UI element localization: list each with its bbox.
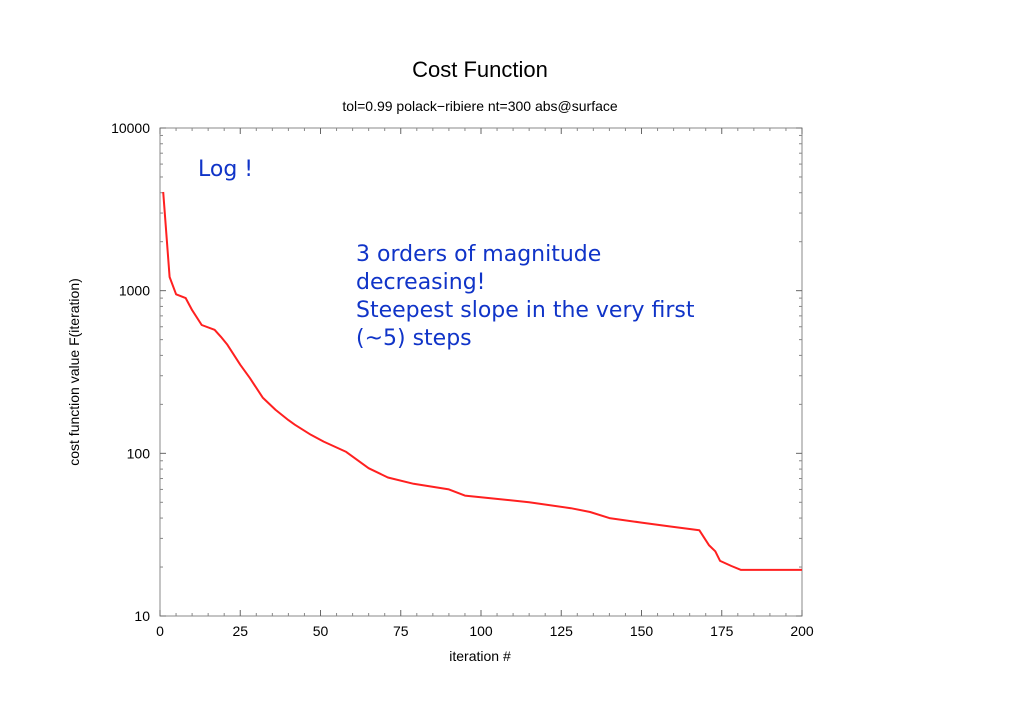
- x-tick-label: 75: [393, 623, 409, 639]
- x-tick-label: 125: [550, 623, 574, 639]
- cost-series-line: [162, 191, 802, 571]
- annotation-log: Log !: [198, 157, 253, 182]
- chart-subtitle: tol=0.99 polack−ribiere nt=300 abs@surfa…: [342, 98, 618, 114]
- plot-frame: [159, 127, 803, 617]
- annotation-line-4: (~5) steps: [356, 326, 472, 351]
- annotation-line-1: 3 orders of magnitude: [356, 242, 601, 267]
- x-tick-label: 0: [156, 623, 164, 639]
- x-tick-label: 25: [232, 623, 248, 639]
- x-tick-label: 50: [313, 623, 329, 639]
- y-axis-label: cost function value F(iteration): [66, 278, 82, 466]
- x-tick-label: 100: [469, 623, 493, 639]
- x-tick-label: 150: [630, 623, 654, 639]
- annotation-line-2: decreasing!: [356, 270, 485, 295]
- chart-title: Cost Function: [412, 57, 548, 82]
- y-tick-label: 1000: [119, 283, 150, 299]
- y-tick-label: 10: [134, 608, 150, 624]
- annotation-line-3: Steepest slope in the very first: [356, 298, 695, 323]
- x-axis-label: iteration #: [449, 648, 511, 664]
- x-tick-label: 175: [710, 623, 734, 639]
- y-tick-label: 10000: [111, 120, 150, 136]
- x-tick-label: 200: [790, 623, 814, 639]
- y-tick-label: 100: [127, 445, 151, 461]
